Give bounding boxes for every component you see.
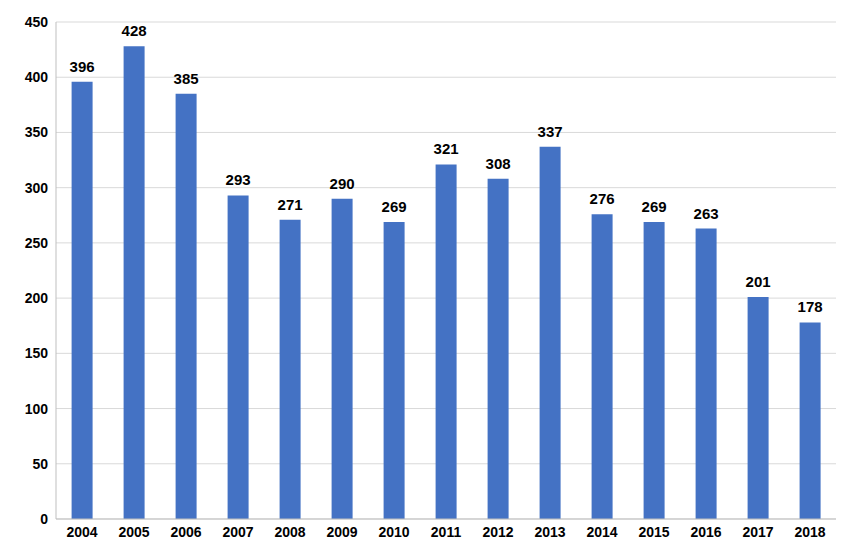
svg-text:290: 290 xyxy=(330,175,355,192)
svg-text:0: 0 xyxy=(40,511,48,527)
svg-text:269: 269 xyxy=(382,198,407,215)
svg-text:385: 385 xyxy=(174,70,199,87)
svg-text:400: 400 xyxy=(25,69,49,85)
svg-text:2008: 2008 xyxy=(274,524,305,540)
svg-text:2018: 2018 xyxy=(794,524,825,540)
svg-text:2015: 2015 xyxy=(638,524,669,540)
svg-text:50: 50 xyxy=(32,456,48,472)
svg-text:276: 276 xyxy=(590,190,615,207)
svg-text:2012: 2012 xyxy=(482,524,513,540)
svg-text:271: 271 xyxy=(278,196,303,213)
svg-text:450: 450 xyxy=(25,14,49,30)
svg-text:293: 293 xyxy=(226,171,251,188)
svg-text:2005: 2005 xyxy=(118,524,149,540)
svg-text:350: 350 xyxy=(25,124,49,140)
svg-text:2016: 2016 xyxy=(690,524,721,540)
svg-text:308: 308 xyxy=(486,155,511,172)
svg-text:2007: 2007 xyxy=(222,524,253,540)
svg-text:428: 428 xyxy=(122,22,147,39)
svg-text:396: 396 xyxy=(70,58,95,75)
svg-text:2010: 2010 xyxy=(378,524,409,540)
svg-text:269: 269 xyxy=(642,198,667,215)
svg-text:263: 263 xyxy=(694,205,719,222)
svg-text:2006: 2006 xyxy=(170,524,201,540)
svg-text:2011: 2011 xyxy=(431,524,462,540)
svg-text:201: 201 xyxy=(746,273,771,290)
svg-text:150: 150 xyxy=(25,345,49,361)
svg-text:2014: 2014 xyxy=(586,524,617,540)
svg-text:250: 250 xyxy=(25,235,49,251)
svg-text:178: 178 xyxy=(798,298,823,315)
svg-text:337: 337 xyxy=(538,123,563,140)
svg-text:2009: 2009 xyxy=(326,524,357,540)
svg-text:321: 321 xyxy=(434,140,459,157)
svg-text:200: 200 xyxy=(25,290,49,306)
svg-text:2013: 2013 xyxy=(534,524,565,540)
svg-text:300: 300 xyxy=(25,180,49,196)
svg-text:2004: 2004 xyxy=(66,524,97,540)
svg-text:2017: 2017 xyxy=(742,524,773,540)
svg-text:100: 100 xyxy=(25,401,49,417)
